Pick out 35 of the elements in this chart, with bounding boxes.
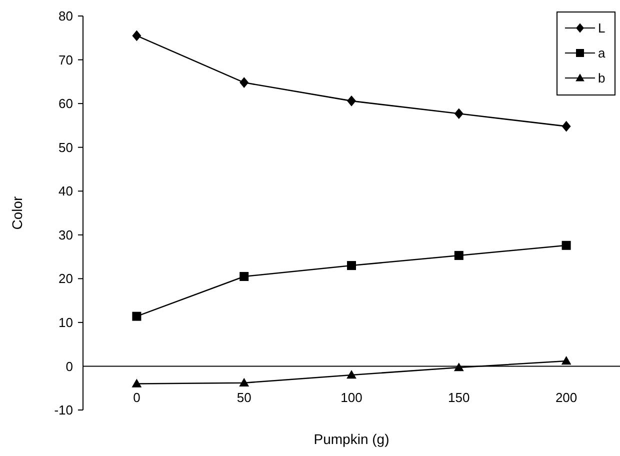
y-axis-title: Color <box>9 196 25 230</box>
point <box>239 378 250 386</box>
legend-label: a <box>598 46 606 61</box>
point <box>562 120 571 132</box>
y-tick-label: 60 <box>58 96 73 112</box>
point <box>346 370 356 379</box>
point <box>240 272 249 281</box>
point <box>132 30 142 42</box>
y-tick-label: 30 <box>58 227 73 242</box>
y-tick-label: 80 <box>58 8 73 24</box>
point <box>454 362 464 372</box>
point <box>132 378 142 388</box>
point <box>454 108 464 120</box>
x-tick-label: 150 <box>448 390 470 406</box>
y-tick-label: 0 <box>66 358 73 374</box>
y-tick-label: 70 <box>58 52 73 68</box>
y-tick-label: -10 <box>54 402 73 418</box>
x-axis-title: Pumpkin (g) <box>314 431 390 447</box>
point <box>240 77 249 88</box>
point <box>132 312 142 321</box>
legend-label: b <box>598 70 606 86</box>
point <box>454 250 464 260</box>
x-tick-label: 50 <box>236 390 252 406</box>
x-tick-label: 100 <box>340 390 362 406</box>
y-tick-label: 20 <box>58 271 73 286</box>
y-tick-label: 10 <box>58 314 73 330</box>
point <box>561 356 572 365</box>
y-tick-label: 40 <box>58 184 73 199</box>
y-tick-label: 50 <box>58 140 73 155</box>
point <box>347 261 356 270</box>
x-tick-label: 0 <box>133 390 140 406</box>
x-tick-label: 200 <box>555 390 578 406</box>
legend-label: L <box>598 20 606 36</box>
point <box>347 96 356 106</box>
point <box>562 240 571 250</box>
